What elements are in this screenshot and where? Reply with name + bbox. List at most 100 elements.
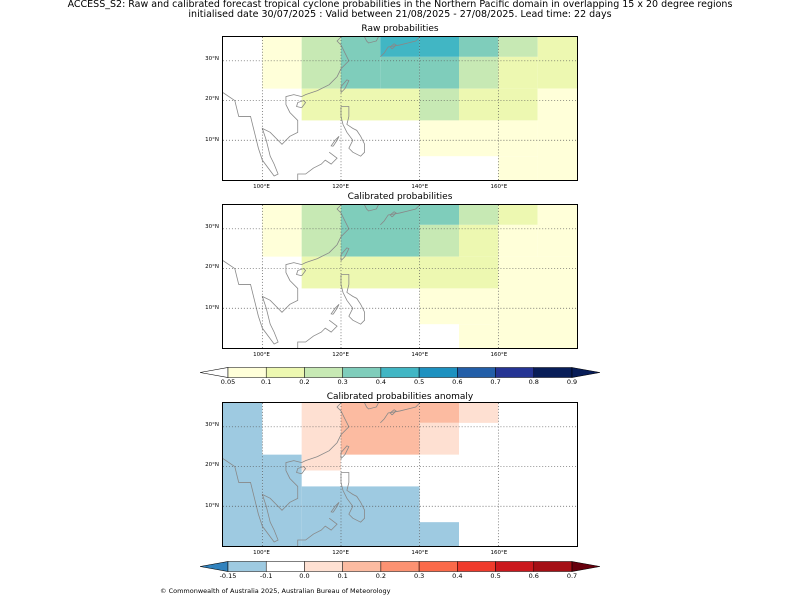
raw-region-cell-8 (459, 56, 499, 89)
raw-region-cell-10 (498, 56, 538, 89)
cal-coastline-1 (364, 205, 379, 212)
raw-coastline-3 (389, 43, 397, 50)
prob-colorbar-tick-label: 0.4 (375, 378, 387, 386)
raw-region-cell-7 (459, 37, 499, 57)
cal-coastline-2 (380, 205, 420, 226)
cal-region-cell-3 (419, 205, 459, 225)
raw-map-svg (223, 37, 577, 180)
anom-colorbar-segment (265, 561, 305, 572)
anom-coastline-1 (364, 403, 379, 410)
anom-lat-tick-label: 20°N (205, 462, 219, 469)
prob-colorbar-tick-label: 0.1 (261, 378, 272, 386)
raw-coastline-5 (296, 100, 307, 109)
raw-coastline-0 (223, 37, 350, 177)
cal-region-cell-5 (459, 205, 499, 225)
raw-region-cell-15 (537, 88, 577, 180)
raw-coastline-1 (364, 37, 379, 44)
cal-lon-tick-label: 100°E (253, 352, 270, 358)
prob-colorbar-tick-label: 0.5 (413, 378, 425, 386)
anom-region-cell-13 (419, 522, 459, 546)
anom-colorbar-segment (380, 561, 420, 572)
prob-colorbar-segment (533, 367, 573, 378)
prob-colorbar-tick-label: 0.9 (566, 378, 578, 386)
anom-lat-tick-label: 10°N (205, 502, 219, 509)
anom-coastline-8 (330, 502, 340, 513)
cal-region-cell-9 (537, 205, 577, 257)
anom-region-cell-0 (223, 403, 263, 546)
cal-coastline-5 (296, 268, 307, 277)
raw-coastline-6 (340, 106, 365, 157)
prob-colorbar-segment (495, 367, 535, 378)
probability-colorbar: 0.05 0.1 0.2 0.3 0.4 0.5 0.6 0.7 0.8 0.9 (199, 364, 601, 388)
cal-region-cell-11 (498, 256, 577, 348)
raw-region-cell-17 (498, 156, 538, 180)
prob-colorbar-under-arrow (199, 367, 229, 378)
raw-lon-tick-label: 140°E (411, 184, 429, 190)
anom-coastline-2 (380, 403, 420, 424)
cal-coastline-6 (340, 274, 365, 325)
prob-colorbar-segment (342, 367, 382, 378)
anom-colorbar-svg (199, 561, 601, 572)
prob-colorbar-segment (265, 367, 305, 378)
raw-lon-tick-label: 160°E (490, 184, 508, 190)
raw-region-cell-11 (537, 37, 577, 89)
prob-colorbar-segment (380, 367, 420, 378)
cal-region-cell-8 (498, 224, 538, 257)
anom-colorbar-tick-label: -0.15 (219, 572, 237, 580)
cal-region-cell-4 (419, 224, 459, 257)
cal-lat-tick-label: 10°N (205, 304, 219, 311)
anom-colorbar-under-arrow (199, 561, 229, 572)
cal-region-cell-0 (262, 205, 302, 257)
raw-region-cell-16 (419, 120, 538, 157)
raw-region-cell-3 (380, 37, 420, 57)
anom-coastline-5 (296, 466, 307, 475)
anom-colorbar-tick-label: 0.6 (528, 572, 539, 580)
anom-region-cell-8 (459, 403, 499, 423)
prob-colorbar-segment (227, 367, 267, 378)
raw-lat-tick-label: 30°N (205, 56, 219, 63)
anom-colorbar-tick-label: 0.2 (375, 572, 387, 580)
cal-region-cell-10 (301, 256, 499, 289)
anom-coastline-3 (389, 409, 397, 416)
prob-colorbar-segment (457, 367, 496, 378)
anom-colorbar-segment (457, 561, 496, 572)
anom-colorbar-tick-label: -0.1 (259, 572, 273, 580)
raw-region-cell-5 (419, 37, 459, 57)
cal-coastline-7 (297, 319, 338, 348)
calibrated-probabilities-map (222, 204, 578, 349)
raw-region-cell-13 (419, 88, 459, 121)
cal-lon-tick-label: 140°E (411, 352, 429, 358)
raw-probabilities-map (222, 36, 578, 181)
prob-colorbar-tick-label: 0.3 (337, 378, 348, 386)
raw-lat-tick-label: 10°N (205, 136, 219, 143)
cal-lon-tick-label: 160°E (490, 352, 508, 358)
anom-lon-tick-label: 120°E (332, 550, 350, 556)
cal-map-svg (223, 205, 577, 348)
prob-colorbar-tick-label: 0.2 (299, 378, 310, 386)
raw-region-cell-6 (419, 56, 459, 89)
cal-region-cell-13 (459, 324, 499, 348)
anom-colorbar-segment (304, 561, 343, 572)
cal-coastline-8 (330, 304, 340, 315)
cal-lon-tick-label: 120°E (332, 352, 350, 358)
raw-panel-title: Raw probabilities (361, 24, 439, 34)
raw-lat-tick-label: 20°N (205, 96, 219, 103)
copyright-footer: © Commonwealth of Australia 2025, Austra… (160, 587, 391, 595)
anom-lon-tick-label: 140°E (411, 550, 429, 556)
anom-lon-tick-label: 160°E (490, 550, 508, 556)
anom-coastline-0 (223, 403, 350, 543)
anom-region-cell-9 (537, 403, 577, 423)
anomaly-colorbar: -0.15 -0.1 0.0 0.1 0.2 0.3 0.4 0.5 0.6 0.7 (199, 558, 601, 582)
prob-colorbar-tick-label: 0.7 (490, 378, 501, 386)
anom-region-cell-4 (301, 486, 341, 546)
prob-colorbar-svg (199, 367, 601, 378)
anom-coastline-6 (340, 472, 365, 523)
anom-colorbar-tick-label: 0.0 (299, 572, 310, 580)
cal-region-cell-12 (419, 288, 499, 325)
anom-colorbar-over-arrow (571, 561, 601, 572)
cal-region-cell-7 (498, 205, 538, 225)
raw-coastline-8 (330, 136, 340, 147)
cal-region-cell-1 (301, 205, 341, 257)
raw-region-cell-9 (498, 37, 538, 57)
calibrated-panel-title: Calibrated probabilities (347, 192, 453, 202)
